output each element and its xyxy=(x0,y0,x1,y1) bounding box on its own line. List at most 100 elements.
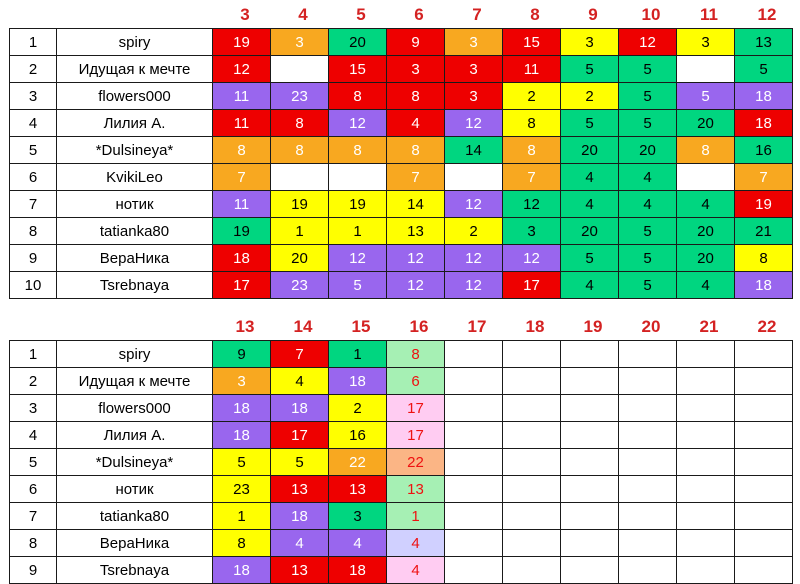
table-row: 1 spiry 19 3 20 9 3 15 3 12 3 13 xyxy=(9,28,793,56)
score-cell xyxy=(444,394,503,422)
score-cell: 20 xyxy=(618,136,677,164)
score-cell: 4 xyxy=(676,190,735,218)
score-cell: 18 xyxy=(212,244,271,272)
score-cell: 5 xyxy=(676,82,735,110)
score-cell: 13 xyxy=(270,475,329,503)
score-cell: 1 xyxy=(212,502,271,530)
score-cell: 5 xyxy=(212,448,271,476)
score-cell: 14 xyxy=(444,136,503,164)
player-name-cell: Tsrebnaya xyxy=(56,271,213,299)
score-cell xyxy=(618,340,677,368)
score-cell: 12 xyxy=(502,190,561,218)
score-cell xyxy=(270,55,329,83)
score-cell xyxy=(502,448,561,476)
score-cell xyxy=(676,340,735,368)
score-cell: 20 xyxy=(328,28,387,56)
score-cell: 16 xyxy=(734,136,793,164)
score-cell xyxy=(618,367,677,395)
score-cell: 19 xyxy=(328,190,387,218)
score-cell: 8 xyxy=(502,109,561,137)
score-cell xyxy=(734,367,793,395)
score-cell: 11 xyxy=(502,55,561,83)
score-cell: 21 xyxy=(734,217,793,245)
score-cell: 4 xyxy=(386,109,445,137)
score-cell: 8 xyxy=(734,244,793,272)
table-row: 8 tatianka80 19 1 1 13 2 3 20 5 20 21 xyxy=(9,217,793,245)
round-header: 21 xyxy=(699,317,719,336)
score-cell: 18 xyxy=(328,367,387,395)
score-cell: 17 xyxy=(212,271,271,299)
score-cell: 4 xyxy=(560,190,619,218)
score-cell: 12 xyxy=(444,190,503,218)
score-cell xyxy=(676,556,735,584)
score-cell: 5 xyxy=(618,55,677,83)
player-name-cell: tatianka80 xyxy=(56,217,213,245)
table-row: 10 Tsrebnaya 17 23 5 12 12 17 4 5 4 18 xyxy=(9,271,793,299)
score-cell xyxy=(444,502,503,530)
score-cell xyxy=(676,367,735,395)
score-cell: 12 xyxy=(618,28,677,56)
round-header: 22 xyxy=(757,317,777,336)
score-cell xyxy=(734,448,793,476)
round-header: 16 xyxy=(409,317,429,336)
score-cell: 4 xyxy=(328,529,387,557)
score-cell xyxy=(502,529,561,557)
player-name-cell: KvikiLeo xyxy=(56,163,213,191)
score-cell: 18 xyxy=(734,82,793,110)
score-cell xyxy=(618,475,677,503)
score-cell: 23 xyxy=(270,271,329,299)
score-cell: 23 xyxy=(270,82,329,110)
score-cell: 13 xyxy=(328,475,387,503)
score-cell: 19 xyxy=(212,28,271,56)
score-cell xyxy=(560,394,619,422)
score-cell xyxy=(502,367,561,395)
score-cell: 3 xyxy=(270,28,329,56)
score-cell xyxy=(444,448,503,476)
player-name-cell: spiry xyxy=(56,340,213,368)
score-cell: 4 xyxy=(270,367,329,395)
score-cell: 18 xyxy=(212,556,271,584)
score-cell: 22 xyxy=(328,448,387,476)
score-cell: 18 xyxy=(734,271,793,299)
score-cell: 3 xyxy=(328,502,387,530)
score-cell: 18 xyxy=(734,109,793,137)
score-cell xyxy=(734,529,793,557)
score-cell: 13 xyxy=(386,217,445,245)
score-cell: 11 xyxy=(212,82,271,110)
score-cell xyxy=(734,556,793,584)
rank-cell: 1 xyxy=(9,340,57,368)
score-cell xyxy=(560,448,619,476)
score-cell xyxy=(560,502,619,530)
score-cell xyxy=(560,556,619,584)
score-cell: 20 xyxy=(560,136,619,164)
score-cell: 5 xyxy=(618,82,677,110)
round-header: 15 xyxy=(351,317,371,336)
score-cell: 17 xyxy=(386,421,445,449)
score-cell: 11 xyxy=(212,109,271,137)
score-cell: 19 xyxy=(212,217,271,245)
score-cell: 2 xyxy=(502,82,561,110)
table-row: 5 *Dulsineya* 5 5 22 22 xyxy=(9,448,793,476)
round-header: 20 xyxy=(641,317,661,336)
score-cell: 8 xyxy=(270,136,329,164)
score-cell xyxy=(734,394,793,422)
player-name-cell: Лилия А. xyxy=(56,109,213,137)
rank-cell: 1 xyxy=(9,28,57,56)
rank-cell: 3 xyxy=(9,394,57,422)
score-cell: 11 xyxy=(212,190,271,218)
rank-cell: 9 xyxy=(9,244,57,272)
score-cell: 12 xyxy=(212,55,271,83)
score-cell: 4 xyxy=(386,556,445,584)
score-cell: 3 xyxy=(212,367,271,395)
rank-cell: 8 xyxy=(9,529,57,557)
score-cell: 5 xyxy=(618,217,677,245)
score-cell xyxy=(560,529,619,557)
score-cell xyxy=(444,163,503,191)
score-cell: 4 xyxy=(560,163,619,191)
score-cell: 12 xyxy=(444,271,503,299)
score-cell: 2 xyxy=(328,394,387,422)
score-cell xyxy=(676,163,735,191)
score-cell xyxy=(560,475,619,503)
score-cell: 3 xyxy=(502,217,561,245)
score-cell xyxy=(502,475,561,503)
